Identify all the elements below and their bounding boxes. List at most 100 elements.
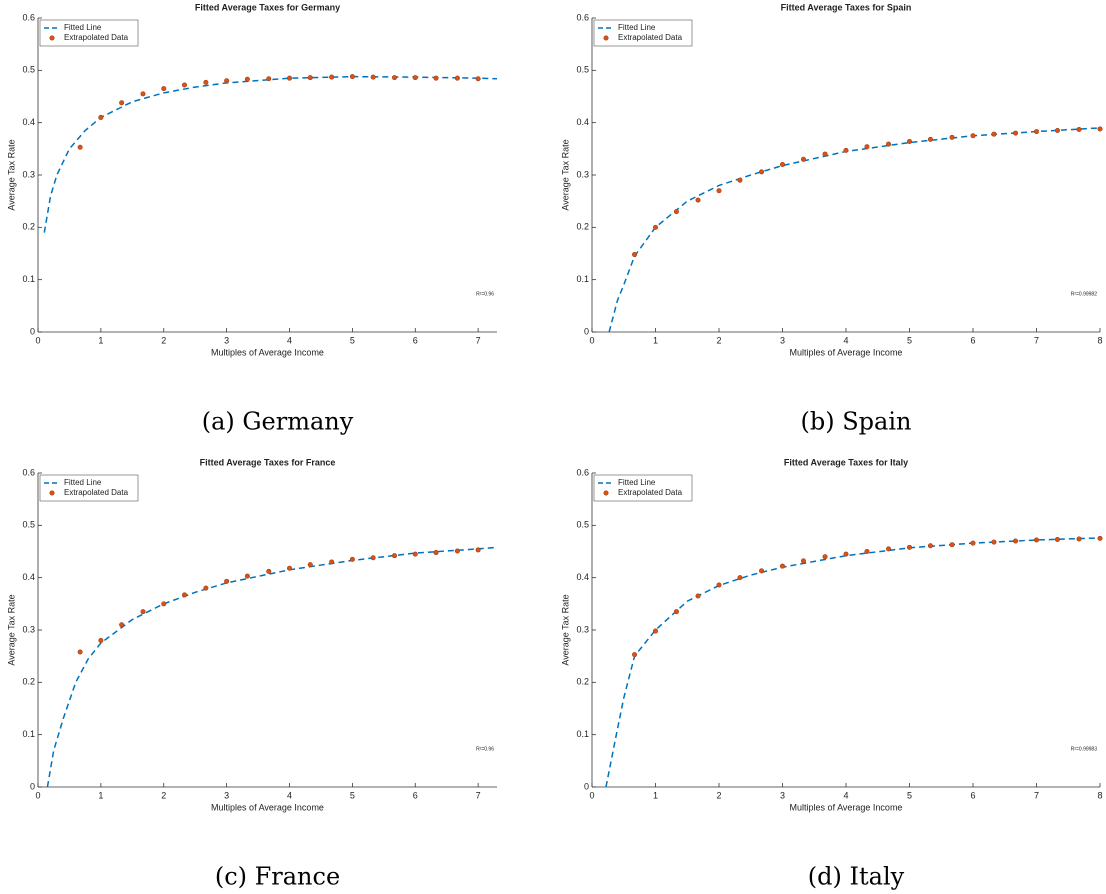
legend-label: Fitted Line [618,23,656,32]
legend-label: Fitted Line [618,478,656,487]
y-tick-label: 0.6 [22,467,35,477]
chart-title: Fitted Average Taxes for Spain [781,2,912,12]
data-point [673,609,679,615]
x-axis-label: Multiples of Average Income [211,802,324,812]
data-point [652,628,658,634]
annotation: R²=0.99983 [1071,747,1097,753]
legend-marker [603,490,609,496]
data-point [182,592,188,598]
data-point [716,582,722,588]
data-point [370,555,376,561]
data-point [329,74,335,80]
x-tick-label: 4 [843,790,848,800]
subplot: Fitted Average Taxes for Italy 0 0.1 0.2 0.3… [560,457,1102,890]
legend-label: Extrapolated Data [64,33,129,42]
data-point [349,556,355,562]
data-point [475,76,481,82]
legend-label: Extrapolated Data [618,488,683,497]
fitted-line [43,75,497,233]
x-axis-label: Multiples of Average Income [790,802,903,812]
data-point [906,544,912,550]
data-point [454,548,460,554]
x-tick-label: 1 [653,790,658,800]
y-tick-label: 0.1 [22,274,35,284]
data-point [843,147,849,153]
x-tick-label: 5 [350,790,355,800]
x-tick-label: 0 [589,790,594,800]
x-tick-label: 6 [970,335,975,345]
x-tick-label: 4 [843,335,848,345]
data-point [1097,126,1103,132]
y-tick-label: 0.2 [576,677,589,687]
x-tick-label: 6 [413,335,418,345]
data-point [737,177,743,183]
x-tick-label: 1 [653,335,658,345]
data-point [927,136,933,142]
x-tick-label: 1 [98,335,103,345]
x-tick-label: 0 [589,335,594,345]
y-tick-label: 0.5 [22,65,35,75]
x-tick-label: 4 [287,335,292,345]
data-point [970,133,976,139]
data-point [673,209,679,215]
x-tick-label: 8 [1097,790,1102,800]
legend-box [593,19,693,47]
annotation: R²=0.96 [476,292,494,298]
y-tick-label: 0.1 [22,729,35,739]
data-point [1054,128,1060,134]
subplot: Fitted Average Taxes for Germany 0 0.1 0.2 0… [6,2,497,436]
y-tick-label: 0.1 [576,729,589,739]
y-tick-label: 0.2 [22,222,35,232]
y-tick-label: 0.3 [576,624,589,634]
x-tick-label: 0 [35,790,40,800]
y-tick-label: 0.1 [576,274,589,284]
data-point [970,540,976,546]
legend-label: Extrapolated Data [64,488,129,497]
data-point [652,224,658,230]
legend-marker [49,490,55,496]
data-point [864,144,870,150]
data-point [203,585,209,591]
x-tick-label: 3 [224,790,229,800]
data-point [287,565,293,571]
fitted-line [608,127,1100,332]
x-tick-label: 5 [907,335,912,345]
data-point [1013,538,1019,544]
data-point [224,78,230,84]
y-tick-label: 0.6 [576,12,589,22]
legend-label: Fitted Line [64,478,102,487]
x-tick-label: 5 [350,335,355,345]
y-tick-label: 0.2 [22,677,35,687]
subplot: Fitted Average Taxes for France 0 0.1 0.2 0.… [6,457,497,891]
x-tick-label: 2 [716,790,721,800]
data-point [864,548,870,554]
data-point [886,141,892,147]
x-tick-label: 5 [907,790,912,800]
data-point [1034,129,1040,135]
data-point [949,542,955,548]
data-point [822,151,828,157]
subplot: Fitted Average Taxes for Spain 0 0.1 0.2 0.3… [560,2,1102,435]
y-tick-label: 0 [30,326,35,336]
y-tick-label: 0.6 [576,467,589,477]
data-point [1054,536,1060,542]
legend-box [39,19,139,47]
y-axis-label: Average Tax Rate [560,139,570,210]
data-point [244,76,250,82]
data-point [329,559,335,565]
legend-box [39,474,139,502]
y-tick-label: 0.3 [576,169,589,179]
data-point [203,79,209,85]
x-tick-label: 1 [98,790,103,800]
data-point [182,82,188,88]
data-point [412,75,418,81]
data-point [119,622,125,628]
annotation: R²=0.96 [476,747,494,753]
data-point [737,575,743,581]
data-point [906,139,912,145]
data-point [77,649,83,655]
y-tick-label: 0.5 [576,520,589,530]
y-tick-label: 0.4 [576,572,589,582]
x-tick-label: 0 [35,335,40,345]
